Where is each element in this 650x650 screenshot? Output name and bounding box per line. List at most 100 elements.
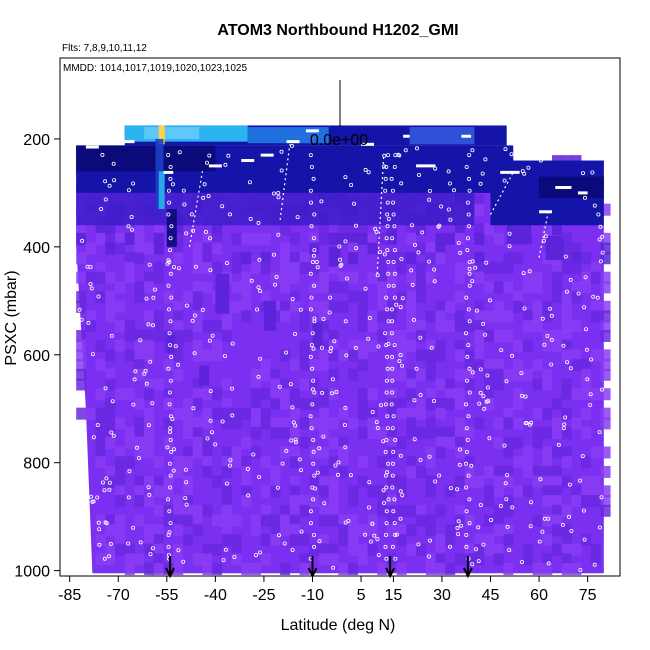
data-point [344,276,349,281]
data-point [382,500,387,505]
data-point [487,436,492,441]
data-point [538,158,543,163]
data-point [383,176,388,181]
data-point [391,414,396,419]
data-point [467,497,472,502]
data-point [363,286,368,291]
data-point [319,199,324,204]
data-point [99,206,104,211]
heatmap-field [76,125,611,576]
data-point [489,518,494,523]
data-point [168,426,173,431]
data-point [418,392,423,397]
data-point [549,362,554,367]
data-point [289,438,294,443]
data-point [391,283,396,288]
data-point [527,269,532,274]
x-tick-label: -25 [252,587,275,604]
data-point [418,457,423,462]
data-point [147,492,152,497]
data-point [314,259,319,264]
data-point [392,295,397,300]
data-point [480,171,485,176]
data-point [556,442,561,447]
data-point [498,503,503,508]
data-point [166,283,171,288]
data-point [564,289,569,294]
data-point [478,181,483,186]
data-point [390,366,395,371]
data-point [540,316,545,321]
data-point [366,170,371,175]
data-point [167,402,172,407]
data-point [487,298,492,303]
data-point [528,524,533,529]
data-point [565,150,570,155]
data-point [363,167,368,172]
arrow-head [385,567,396,579]
data-point [176,548,181,553]
arrow-head [165,567,175,579]
data-point [455,525,460,530]
data-point [390,354,395,359]
data-point [510,353,515,358]
data-point [166,497,171,502]
data-point [168,485,173,490]
y-axis: 200 400 600 800 1000 [14,132,60,581]
data-point [166,544,171,549]
data-point [470,562,475,567]
data-point [309,343,314,348]
data-point [166,188,171,193]
data-point [95,422,100,427]
data-point [213,442,218,447]
data-point [389,402,394,407]
data-point [392,533,397,538]
data-point [591,294,596,299]
data-point [562,422,567,427]
data-point [469,463,474,468]
data-point [470,148,475,153]
data-point [337,257,342,262]
data-point [503,147,508,152]
data-point [80,238,85,243]
data-point [230,386,235,391]
data-point [95,495,100,500]
data-point [167,200,172,205]
data-point [322,501,327,506]
data-point [542,342,547,347]
data-point [448,217,453,222]
data-point [391,509,396,514]
data-point [588,402,593,407]
data-point [429,345,434,350]
data-point [88,264,93,269]
data-point [581,171,586,176]
data-point [166,258,171,263]
data-point [203,229,208,234]
data-point [588,392,593,397]
y-axis-label: PSXC (mbar) [3,270,20,365]
data-point [459,523,464,528]
data-point [343,405,348,410]
data-point [129,227,134,232]
data-point [384,485,389,490]
data-point [600,234,605,239]
data-point [228,458,233,463]
data-point [166,307,171,312]
data-point [335,472,340,477]
data-point [561,343,566,348]
data-point [226,153,231,158]
data-point [131,402,136,407]
data-point [227,463,232,468]
data-point [308,354,313,359]
data-point [111,433,116,438]
data-point [353,223,358,228]
data-point [148,359,153,364]
data-point [127,469,132,474]
x-tick-label: 75 [579,587,597,604]
data-point [168,414,173,419]
data-point [97,542,102,547]
data-point [168,378,173,383]
data-point [312,248,317,253]
data-point [348,473,353,478]
